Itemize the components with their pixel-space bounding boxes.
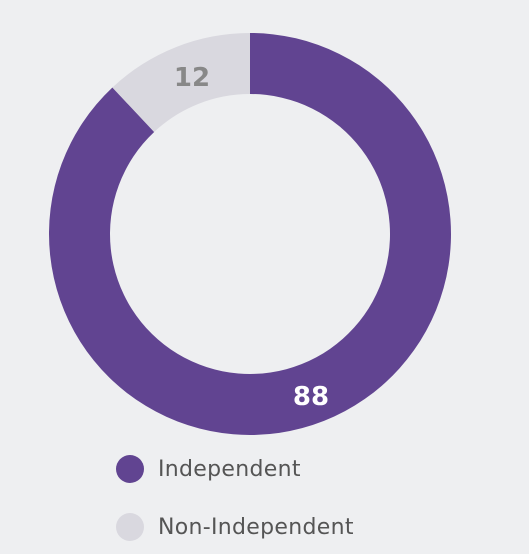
data-label-independent: 88	[293, 382, 329, 412]
legend-label-independent: Independent	[158, 456, 301, 482]
legend-item-independent: Independent	[116, 440, 354, 498]
slice-non-independent	[112, 33, 250, 132]
legend-swatch-independent	[116, 455, 144, 483]
legend: Independent Non-Independent	[116, 440, 354, 554]
legend-swatch-non-independent	[116, 513, 144, 541]
donut-chart: 88 12	[48, 33, 452, 435]
legend-label-non-independent: Non-Independent	[158, 514, 354, 540]
data-label-non-independent: 12	[174, 63, 210, 93]
slice-independent	[48, 33, 452, 435]
legend-item-non-independent: Non-Independent	[116, 498, 354, 554]
